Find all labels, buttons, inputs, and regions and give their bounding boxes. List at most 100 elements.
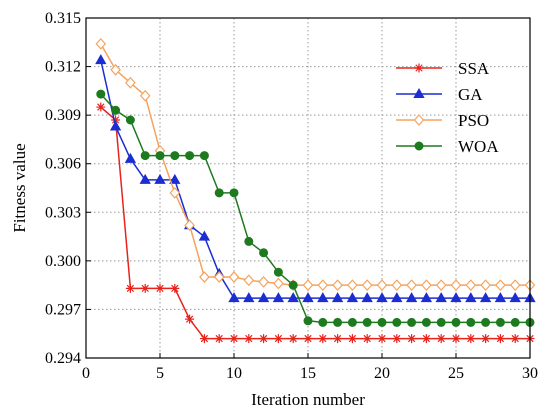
x-tick-label: 20 [374,365,390,382]
data-point-ga [198,230,211,241]
data-point-ga [465,292,477,303]
x-axis-title: Iteration number [251,390,365,409]
legend-item-woa: WOA [396,137,499,156]
y-tick-label: 0.300 [45,253,81,270]
data-point-woa [199,151,209,161]
y-tick-label: 0.294 [45,350,81,367]
data-point-pso [228,271,240,283]
data-point-pso [184,219,195,232]
legend-marker [414,141,424,151]
data-point-ga [257,292,270,303]
data-point-pso [258,276,269,288]
data-point-ga [302,292,314,303]
data-point-woa [259,248,269,258]
data-point-woa [347,317,357,327]
data-point-woa [392,317,402,327]
data-point-ga [317,292,329,303]
data-point-ga [391,292,403,303]
data-point-woa [155,151,165,161]
data-point-ssa [273,334,283,344]
legend-label: GA [458,85,483,104]
data-point-pso [465,279,477,292]
data-point-ga [376,292,388,303]
data-point-pso [480,279,491,292]
data-point-pso [273,277,284,290]
data-point-pso [95,38,107,50]
data-point-ga [287,292,299,303]
data-point-ssa [436,334,446,344]
legend: SSA GA PSO WOA [396,59,499,156]
series-line-pso [100,43,530,286]
data-point-ssa [466,334,476,344]
data-point-ga [169,173,181,184]
legend-label: WOA [458,137,499,156]
legend-marker [413,114,425,126]
data-point-ssa [303,334,313,344]
data-point-pso [495,279,506,292]
data-point-ssa [96,102,106,112]
data-point-woa [303,316,313,326]
data-point-woa [481,317,491,327]
x-tick-label: 15 [300,365,316,382]
legend-item-pso: PSO [396,111,489,130]
data-point-ssa [362,334,372,344]
data-point-ga [95,54,107,65]
y-tick-label: 0.303 [45,204,81,221]
data-point-ssa [111,115,121,125]
data-point-pso [199,271,210,283]
data-point-pso [125,76,136,89]
data-point-ga [509,292,521,303]
data-point-pso [302,279,314,292]
data-point-ssa [333,334,343,344]
data-point-ssa [347,334,357,344]
x-tick-label: 25 [448,365,464,382]
legend-label: SSA [458,59,490,78]
data-point-ga [405,292,418,303]
data-point-ssa [392,334,402,344]
data-point-ssa [377,334,387,344]
data-point-ga [228,292,240,303]
data-point-woa [229,188,239,198]
data-point-woa [125,115,135,125]
y-tick-label: 0.306 [45,156,81,173]
data-point-ga [272,292,285,303]
data-point-woa [466,317,476,327]
x-tick-label: 0 [82,365,90,382]
data-point-pso [509,279,521,292]
data-point-woa [96,89,106,99]
data-point-woa [451,317,461,327]
series-pso [95,38,536,292]
data-point-ga [479,292,492,303]
series-woa [96,89,535,327]
data-point-ssa [421,334,431,344]
data-point-woa [318,317,328,327]
data-point-ssa [407,334,417,344]
data-point-ssa [318,334,328,344]
data-point-pso [332,279,343,292]
series-layer [95,38,536,344]
legend-marker [414,63,424,73]
data-point-ssa [125,283,135,293]
data-point-ssa [495,334,505,344]
legend-item-ga: GA [396,85,483,104]
legend-item-ssa: SSA [396,59,490,78]
data-point-ssa [451,334,461,344]
data-point-ssa [229,334,239,344]
legend-marker [413,87,425,98]
data-point-ssa [481,334,491,344]
data-point-ssa [259,334,269,344]
grid [86,18,530,358]
data-point-pso [421,279,432,292]
data-point-ssa [185,314,195,324]
data-point-ssa [288,334,298,344]
series-ssa [96,102,535,344]
data-point-woa [140,151,150,161]
data-point-woa [421,317,431,327]
data-point-pso [450,279,462,292]
data-point-ssa [244,334,254,344]
y-tick-label: 0.315 [45,10,81,27]
data-point-woa [214,188,224,198]
data-point-woa [333,317,343,327]
data-point-pso [169,186,181,199]
